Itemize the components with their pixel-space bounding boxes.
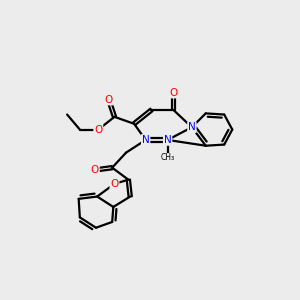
Text: O: O <box>169 88 178 98</box>
Text: N: N <box>188 122 196 132</box>
Text: O: O <box>91 165 99 175</box>
Text: O: O <box>105 94 113 104</box>
Text: N: N <box>164 135 172 145</box>
Text: O: O <box>94 124 102 135</box>
Text: N: N <box>142 135 149 145</box>
Text: O: O <box>110 179 118 189</box>
Text: CH₃: CH₃ <box>160 154 175 163</box>
